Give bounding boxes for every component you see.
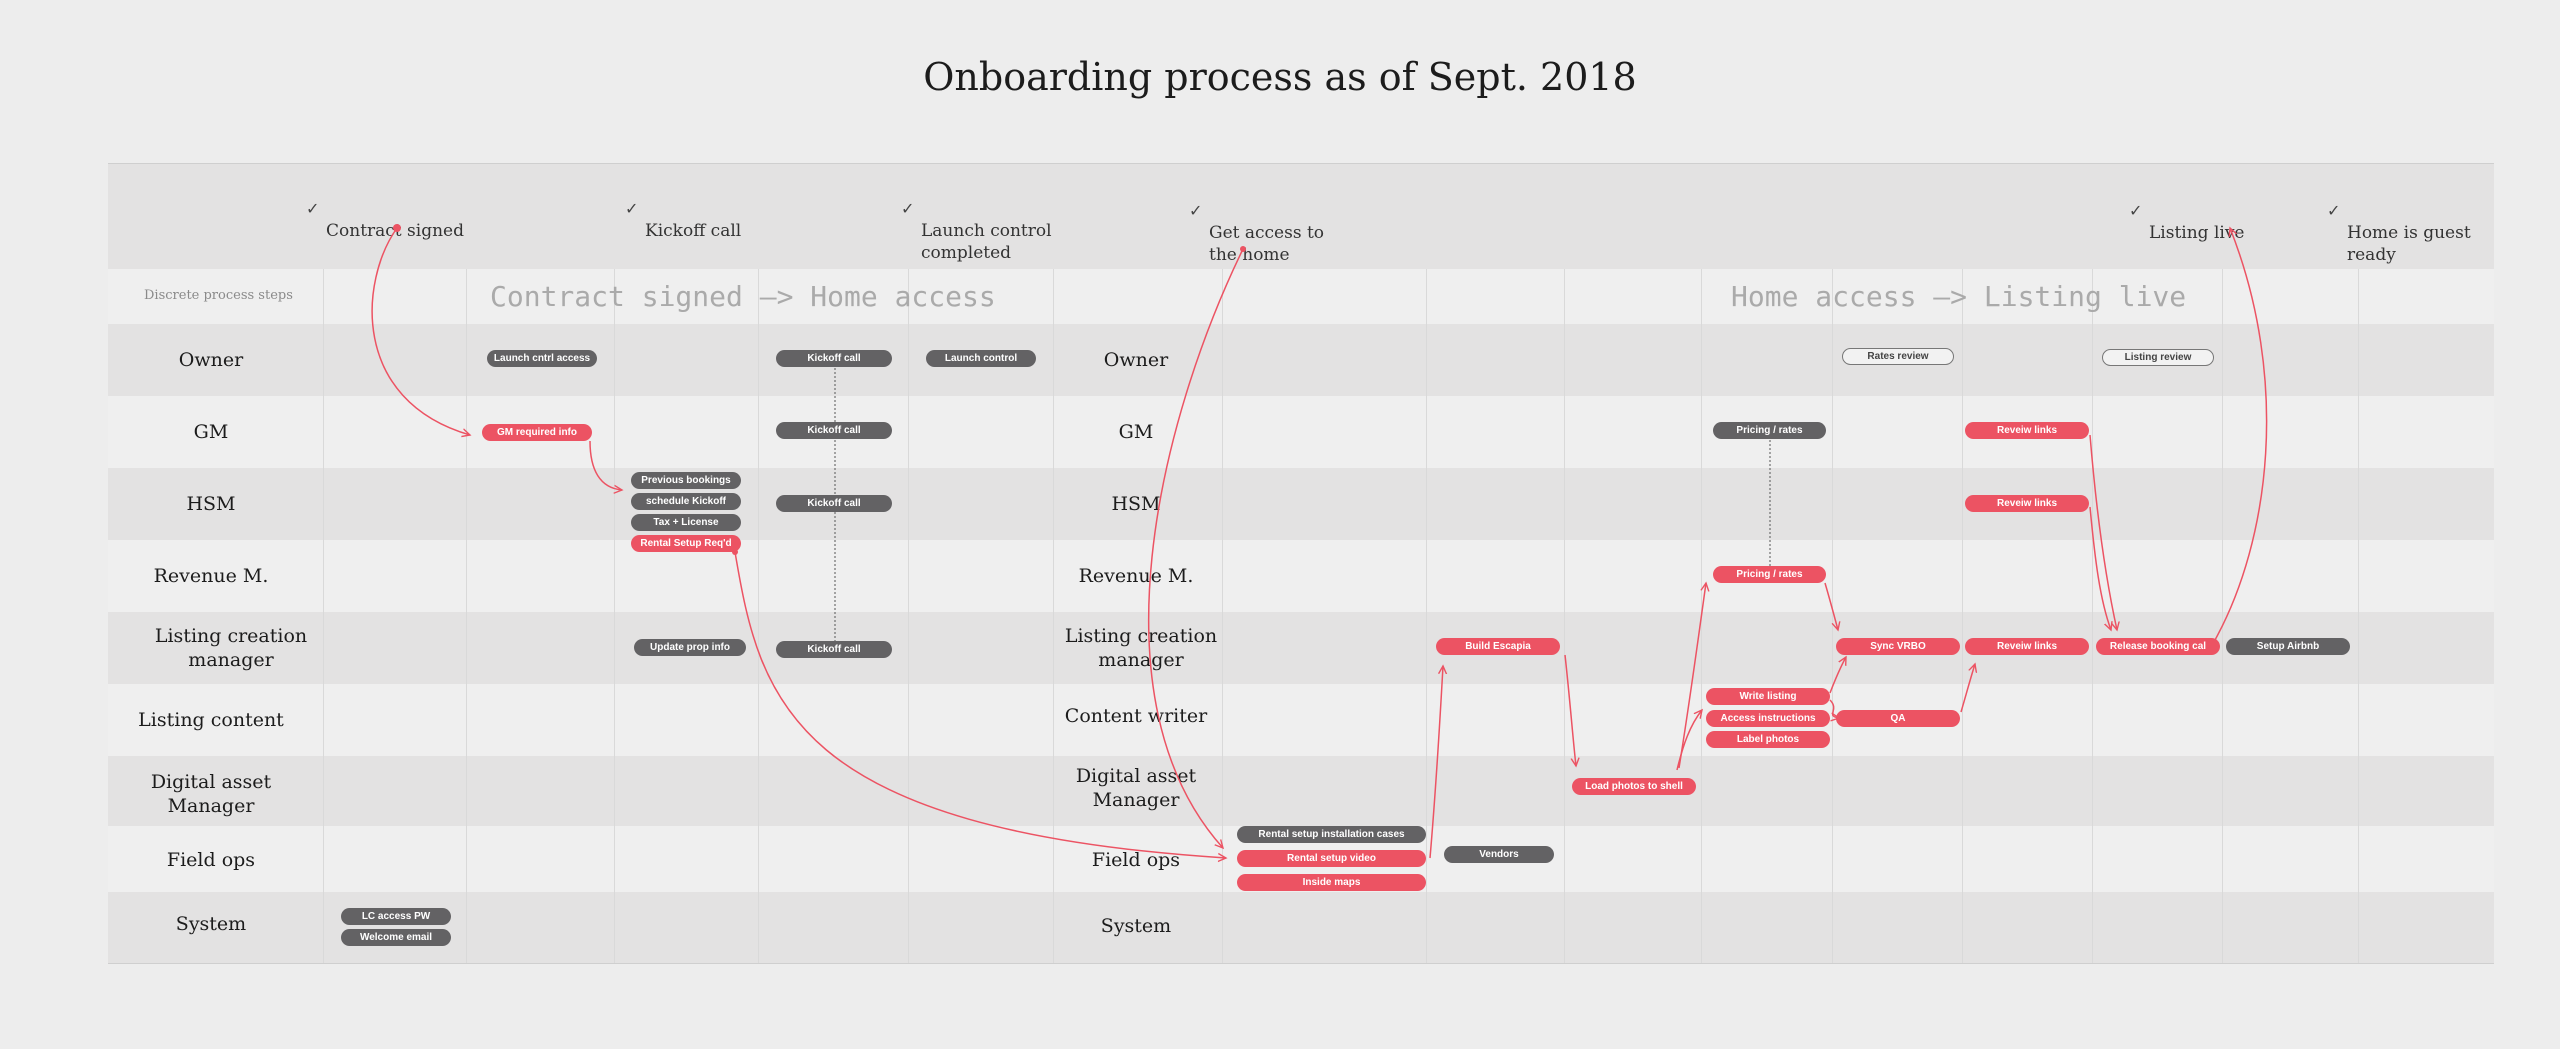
milestone-label: Home is guest ready [2347, 223, 2471, 265]
milestone-label: Listing live [2149, 223, 2245, 243]
task-tax-license[interactable]: Tax + License [631, 514, 741, 531]
discrete-steps-band [108, 269, 2494, 324]
milestone-label: Kickoff call [645, 221, 742, 241]
task-inside-maps[interactable]: Inside maps [1237, 874, 1426, 891]
role-label-system: System [1100, 915, 1172, 937]
task-qa[interactable]: QA [1836, 710, 1960, 727]
milestone-listing-live: ✓ Listing live [2129, 200, 2245, 244]
role-label-digital-asset: Digital asset Manager [150, 771, 272, 817]
milestone-kickoff-call: ✓ Kickoff call [625, 198, 742, 242]
check-icon: ✓ [306, 199, 320, 218]
role-label-gm: GM [193, 421, 229, 443]
task-build-escapia[interactable]: Build Escapia [1436, 638, 1560, 655]
role-label-gm: GM [1118, 421, 1154, 443]
role-label-hsm: HSM [186, 493, 236, 515]
role-label-listing-content: Listing content [138, 709, 284, 731]
task-write-listing[interactable]: Write listing [1706, 688, 1830, 705]
column-divider [1426, 269, 1427, 963]
lane-listing-content [108, 684, 2494, 756]
check-icon: ✓ [2327, 201, 2341, 220]
role-label-field-ops: Field ops [1091, 849, 1181, 871]
task-rates-review[interactable]: Rates review [1842, 348, 1954, 365]
check-icon: ✓ [1189, 201, 1203, 220]
check-icon: ✓ [901, 199, 915, 218]
column-divider [1564, 269, 1565, 963]
milestone-label: Launch control completed [921, 221, 1052, 263]
task-review-links-lcm[interactable]: Reveiw links [1965, 638, 2089, 655]
column-divider [2222, 269, 2223, 963]
role-label-system: System [175, 913, 247, 935]
task-sync-vrbo[interactable]: Sync VRBO [1836, 638, 1960, 655]
column-divider [908, 269, 909, 963]
task-label-photos[interactable]: Label photos [1706, 731, 1830, 748]
column-divider [758, 269, 759, 963]
role-label-owner: Owner [1103, 349, 1169, 371]
milestone-label: Get access to the home [1209, 223, 1325, 265]
milestone-guest-ready: ✓ Home is guest ready [2327, 200, 2471, 266]
role-label-field-ops: Field ops [166, 849, 256, 871]
role-label-listing-creation: Listing creation manager [1064, 625, 1218, 671]
role-label-owner: Owner [178, 349, 244, 371]
task-welcome-email[interactable]: Welcome email [341, 929, 451, 946]
section-heading-listing-live: Home access —> Listing live [1731, 280, 2187, 313]
task-launch-control[interactable]: Launch control [926, 350, 1036, 367]
lane-system [108, 892, 2494, 964]
role-label-revenue: Revenue M. [153, 565, 269, 587]
task-listing-review[interactable]: Listing review [2102, 349, 2214, 366]
task-kickoff-call-hsm[interactable]: Kickoff call [776, 495, 892, 512]
check-icon: ✓ [625, 199, 639, 218]
task-rental-setup-installation-cases[interactable]: Rental setup installation cases [1237, 826, 1426, 843]
task-rental-setup-reqd[interactable]: Rental Setup Req'd [631, 535, 741, 552]
task-schedule-kickoff[interactable]: schedule Kickoff [631, 493, 741, 510]
milestone-band [108, 163, 2494, 271]
task-launch-cntrl-access[interactable]: Launch cntrl access [487, 350, 597, 367]
column-divider [2358, 269, 2359, 963]
role-label-digital-asset: Digital asset Manager [1075, 765, 1197, 811]
check-icon: ✓ [2129, 201, 2143, 220]
task-lc-access-pw[interactable]: LC access PW [341, 908, 451, 925]
column-divider [1962, 269, 1963, 963]
task-pricing-rates-gm[interactable]: Pricing / rates [1713, 422, 1826, 439]
task-update-prop-info[interactable]: Update prop info [634, 639, 746, 656]
task-release-booking-cal[interactable]: Release booking cal [2096, 638, 2220, 655]
section-heading-home-access: Contract signed —> Home access [490, 280, 996, 313]
lane-digital-asset [108, 756, 2494, 826]
role-label-listing-creation: Listing creation manager [154, 625, 308, 671]
role-label-hsm: HSM [1111, 493, 1161, 515]
task-gm-required-info[interactable]: GM required info [482, 424, 592, 441]
task-rental-setup-video[interactable]: Rental setup video [1237, 850, 1426, 867]
task-kickoff-call-owner[interactable]: Kickoff call [776, 350, 892, 367]
milestone-contract-signed: ✓ Contract signed [306, 198, 464, 242]
task-review-links-gm[interactable]: Reveiw links [1965, 422, 2089, 439]
task-setup-airbnb[interactable]: Setup Airbnb [2226, 638, 2350, 655]
column-divider [614, 269, 615, 963]
page-title: Onboarding process as of Sept. 2018 [923, 55, 1637, 99]
task-kickoff-call-gm[interactable]: Kickoff call [776, 422, 892, 439]
task-vendors[interactable]: Vendors [1444, 846, 1554, 863]
column-divider [1701, 269, 1702, 963]
task-previous-bookings[interactable]: Previous bookings [631, 472, 741, 489]
column-divider [2092, 269, 2093, 963]
role-label-content-writer: Content writer [1064, 705, 1208, 727]
role-label-revenue: Revenue M. [1078, 565, 1194, 587]
milestone-label: Contract signed [326, 221, 464, 241]
discrete-steps-label: Discrete process steps [144, 288, 293, 303]
task-load-photos-to-shell[interactable]: Load photos to shell [1572, 778, 1696, 795]
column-divider [323, 269, 324, 963]
milestone-launch-control: ✓ Launch control completed [901, 198, 1052, 264]
task-review-links-hsm[interactable]: Reveiw links [1965, 495, 2089, 512]
task-access-instructions[interactable]: Access instructions [1706, 710, 1830, 727]
milestone-home-access: ✓ Get access to the home [1189, 200, 1325, 266]
column-divider [1832, 269, 1833, 963]
task-kickoff-call-lcm[interactable]: Kickoff call [776, 641, 892, 658]
column-divider [466, 269, 467, 963]
task-pricing-rates-revenue[interactable]: Pricing / rates [1713, 566, 1826, 583]
